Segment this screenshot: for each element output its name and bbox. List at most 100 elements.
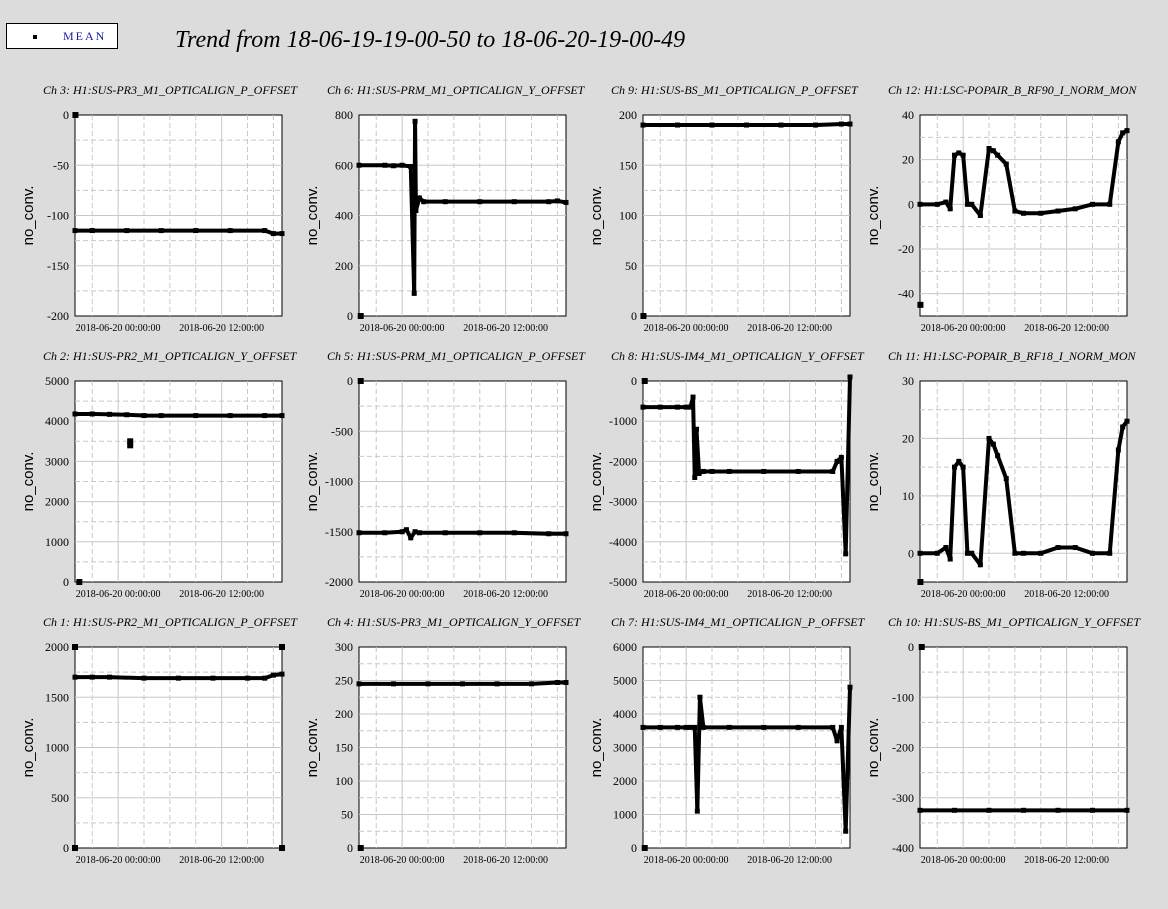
plot-title: Ch 8: H1:SUS-IM4_M1_OPTICALIGN_Y_OFFSET — [611, 349, 865, 363]
x-tick-label: 2018-06-20 12:00:00 — [179, 589, 264, 600]
y-tick-label: 1000 — [45, 741, 69, 755]
data-segment — [1003, 161, 1018, 214]
plot-title: Ch 9: H1:SUS-BS_M1_OPTICALIGN_P_OFFSET — [611, 83, 859, 97]
data-point — [838, 724, 844, 730]
y-tick-label: 1000 — [45, 535, 69, 549]
data-point — [675, 122, 680, 128]
data-point — [1003, 476, 1009, 482]
y-tick-label: 100 — [335, 774, 353, 788]
data-point — [382, 530, 388, 536]
data-point — [934, 201, 940, 207]
data-point — [969, 550, 975, 556]
data-point — [210, 675, 216, 681]
data-point — [193, 413, 199, 419]
trend-plot: Ch 9: H1:SUS-BS_M1_OPTICALIGN_P_OFFSET 20… — [588, 83, 859, 334]
outlier-point — [641, 845, 648, 851]
outlier-point — [127, 438, 134, 445]
y-tick-label: 3000 — [45, 454, 69, 468]
y-tick-label: 40 — [902, 108, 914, 122]
trend-plot: Ch 5: H1:SUS-PRM_M1_OPTICALIGN_P_OFFSET 0… — [304, 349, 586, 600]
data-point — [947, 556, 953, 562]
data-point — [399, 529, 405, 535]
data-point — [690, 394, 696, 400]
data-segment — [1004, 476, 1018, 556]
y-tick-label: 0 — [63, 108, 69, 122]
data-point — [917, 550, 923, 556]
data-segment — [948, 153, 957, 211]
data-point — [1021, 210, 1026, 216]
data-segment — [961, 465, 970, 556]
data-point — [442, 199, 448, 205]
data-point — [89, 228, 95, 234]
data-point — [1124, 128, 1130, 134]
data-point — [477, 199, 483, 205]
data-point — [692, 724, 698, 730]
x-tick-label: 2018-06-20 00:00:00 — [360, 855, 445, 866]
data-point — [412, 529, 418, 535]
y-tick-label: -40 — [898, 287, 914, 301]
y-tick-label: 20 — [902, 153, 914, 167]
x-tick-label: 2018-06-20 00:00:00 — [76, 323, 161, 334]
data-point — [1012, 208, 1018, 214]
data-point — [675, 404, 680, 410]
outlier-point — [72, 112, 79, 118]
x-tick-label: 2018-06-20 12:00:00 — [1024, 855, 1109, 866]
data-point — [563, 199, 569, 205]
data-point — [709, 468, 715, 474]
y-tick-label: -1000 — [325, 475, 353, 489]
data-point — [693, 426, 699, 432]
plot-title: Ch 11: H1:LSC-POPAIR_B_RF18_I_NORM_MON — [888, 349, 1137, 363]
trend-plot: Ch 3: H1:SUS-PR3_M1_OPTICALIGN_P_OFFSET 0… — [20, 83, 298, 334]
y-tick-label: -1000 — [609, 414, 637, 428]
data-point — [709, 122, 715, 128]
data-segment — [813, 121, 844, 128]
data-point — [687, 724, 693, 730]
y-tick-label: 0 — [63, 575, 69, 589]
data-point — [1120, 130, 1126, 136]
x-tick-label: 2018-06-20 00:00:00 — [644, 589, 729, 600]
data-point — [124, 228, 130, 234]
outlier-point — [917, 301, 924, 308]
x-tick-label: 2018-06-20 00:00:00 — [921, 855, 1006, 866]
y-axis-label: no_conv. — [304, 186, 321, 246]
y-tick-label: 0 — [631, 309, 637, 323]
y-tick-label: -2000 — [609, 454, 637, 468]
data-point — [834, 738, 840, 744]
x-tick-label: 2018-06-20 12:00:00 — [463, 855, 548, 866]
data-point — [977, 213, 983, 218]
y-tick-label: 5000 — [613, 674, 637, 688]
data-segment — [1038, 545, 1061, 556]
data-point — [382, 162, 388, 168]
data-point — [141, 675, 147, 681]
y-tick-label: 100 — [619, 209, 637, 223]
data-point — [744, 122, 749, 128]
data-segment — [1038, 208, 1061, 216]
data-segment — [995, 453, 1009, 482]
data-point — [990, 441, 996, 447]
x-tick-label: 2018-06-20 12:00:00 — [463, 589, 548, 600]
y-tick-label: -500 — [331, 424, 353, 438]
x-tick-label: 2018-06-20 12:00:00 — [747, 323, 832, 334]
y-tick-label: 1500 — [45, 690, 69, 704]
data-point — [943, 199, 949, 205]
data-point — [270, 231, 276, 237]
data-point — [952, 464, 957, 470]
data-point — [356, 162, 362, 168]
data-point — [1107, 550, 1113, 556]
trend-plot: Ch 11: H1:LSC-POPAIR_B_RF18_I_NORM_MON 30… — [865, 349, 1137, 600]
y-tick-label: -400 — [892, 841, 914, 855]
outlier-point — [279, 845, 285, 851]
data-point — [477, 530, 483, 536]
data-point — [952, 152, 957, 158]
y-tick-label: 20 — [902, 431, 914, 445]
data-point — [1021, 807, 1026, 813]
outlier-point — [357, 313, 364, 319]
data-point — [72, 228, 78, 234]
data-point — [89, 411, 95, 417]
y-axis-label: no_conv. — [588, 718, 605, 778]
data-point — [795, 468, 801, 474]
data-point — [694, 808, 700, 814]
data-point — [1055, 545, 1061, 551]
y-tick-label: 200 — [619, 108, 637, 122]
